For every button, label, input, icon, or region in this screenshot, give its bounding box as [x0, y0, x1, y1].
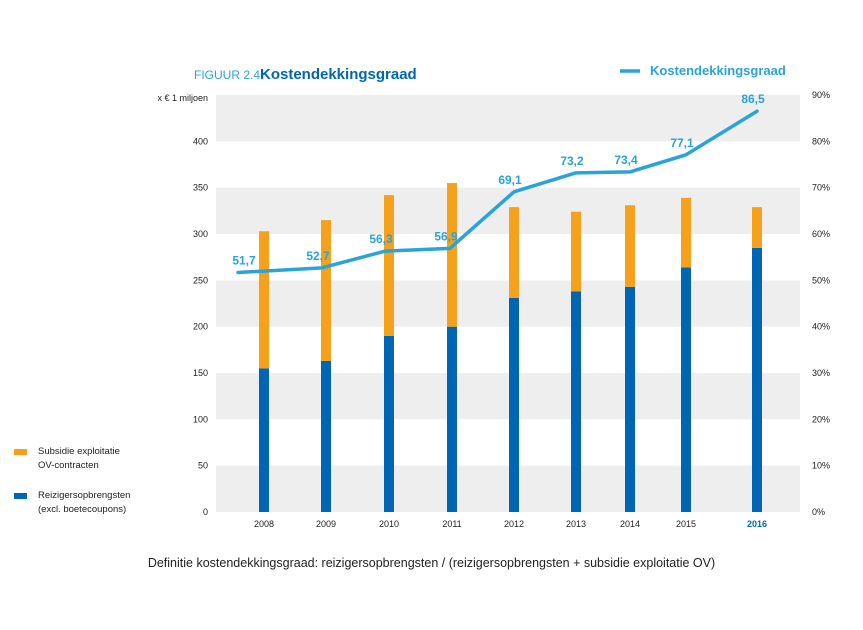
bar-subsidie: [752, 207, 762, 248]
figure-title: Kostendekkingsgraad: [260, 66, 417, 83]
y-tick-label: 50: [198, 461, 208, 471]
figure-number: FIGUUR 2.4: [194, 68, 260, 82]
x-tick-label: 2010: [379, 519, 399, 529]
line-data-label: 69,1: [498, 173, 522, 187]
line-data-label: 52,7: [306, 249, 330, 263]
y2-tick-label: 90%: [812, 90, 830, 100]
y2-tick-label: 20%: [812, 414, 830, 424]
definition-text: Definitie kostendekkingsgraad: reizigers…: [147, 556, 716, 570]
grid-band: [216, 280, 800, 327]
x-tick-label: 2016: [747, 519, 767, 529]
bar-subsidie: [509, 207, 519, 298]
y2-tick-label: 10%: [812, 461, 830, 471]
y-tick-label: 100: [193, 414, 208, 424]
bar-reizigersopbrengsten: [384, 335, 394, 512]
legend-subsidie-line1: Subsidie exploitatie: [38, 446, 120, 457]
line-data-label: 86,5: [741, 92, 765, 106]
y-tick-label: 350: [193, 183, 208, 193]
y2-tick-label: 50%: [812, 275, 830, 285]
line-data-label: 56,3: [369, 232, 393, 246]
line-data-label: 73,2: [560, 154, 584, 168]
y2-tick-label: 40%: [812, 322, 830, 332]
line-data-label: 56,9: [434, 229, 458, 243]
legend-text-reiziger: Reizigersopbrengsten (excl. boetecoupons…: [38, 489, 178, 517]
grid-band: [216, 187, 800, 234]
y2-tick-label: 60%: [812, 229, 830, 239]
x-tick-label: 2013: [566, 519, 586, 529]
bar-reizigersopbrengsten: [321, 360, 331, 512]
legend-reiziger-line1: Reizigersopbrengsten: [38, 490, 131, 501]
bar-subsidie: [571, 211, 581, 292]
x-tick-label: 2011: [442, 519, 461, 529]
bar-reizigersopbrengsten: [259, 368, 269, 512]
x-tick-label: 2014: [620, 519, 640, 529]
y2-axis-ticks: 0% 10% 20% 30% 40% 50% 60% 70% 80% 90%: [812, 90, 830, 517]
x-tick-label: 2015: [676, 519, 696, 529]
grid-bands: [216, 95, 800, 512]
x-tick-label: 2009: [316, 519, 336, 529]
y-tick-label: 400: [193, 136, 208, 146]
line-data-labels: 51,7 52,7 56,3 56,9 69,1 73,2 73,4 77,1 86,5: [232, 92, 765, 267]
bar-subsidie: [625, 205, 635, 287]
bar-subsidie: [384, 195, 394, 336]
x-tick-label: 2012: [504, 519, 524, 529]
legend-swatch-subsidie: [14, 449, 27, 455]
bar-subsidie: [447, 183, 457, 327]
grid-band: [216, 373, 800, 420]
y-tick-label: 150: [193, 368, 208, 378]
y2-tick-label: 70%: [812, 183, 830, 193]
grid-band: [216, 465, 800, 512]
y2-tick-label: 80%: [812, 136, 830, 146]
grid-band: [216, 95, 800, 142]
y-tick-label: 250: [193, 275, 208, 285]
y2-tick-label: 30%: [812, 368, 830, 378]
line-data-label: 77,1: [670, 136, 694, 150]
legend-swatch-reiziger: [14, 493, 27, 499]
line-series: [236, 109, 759, 275]
y-tick-label: 200: [193, 322, 208, 332]
y-axis-label: x € 1 miljoen: [157, 93, 208, 103]
bar-subsidie: [681, 197, 691, 268]
y2-tick-label: 0%: [812, 507, 825, 517]
bar-reizigersopbrengsten: [681, 267, 691, 512]
legend-text-subsidie: Subsidie exploitatie OV-contracten: [38, 445, 178, 473]
line-data-label: 73,4: [614, 153, 638, 167]
y-tick-label: 300: [193, 229, 208, 239]
y-axis-ticks: 0 50 100 150 200 250 300 350 400: [193, 136, 208, 517]
bar-reizigersopbrengsten: [509, 297, 519, 512]
bars: [259, 183, 762, 512]
legend-line-label: Kostendekkingsgraad: [650, 63, 786, 78]
bar-subsidie: [259, 231, 269, 369]
line-kostendekkingsgraad: [236, 109, 759, 275]
bar-reizigersopbrengsten: [625, 286, 635, 512]
legend-reiziger-line2: (excl. boetecoupons): [38, 504, 127, 515]
bar-reizigersopbrengsten: [447, 326, 457, 512]
bar-reizigersopbrengsten: [571, 291, 581, 512]
line-data-label: 51,7: [232, 253, 256, 267]
x-tick-label: 2008: [254, 519, 274, 529]
bar-reizigersopbrengsten: [752, 247, 762, 512]
legend-subsidie-line2: OV-contracten: [38, 460, 99, 471]
x-axis-ticks: 2008 2009 2010 2011 2012 2013 2014 2015 2016: [254, 519, 767, 529]
bar-subsidie: [321, 220, 331, 361]
y-tick-label: 0: [203, 507, 208, 517]
